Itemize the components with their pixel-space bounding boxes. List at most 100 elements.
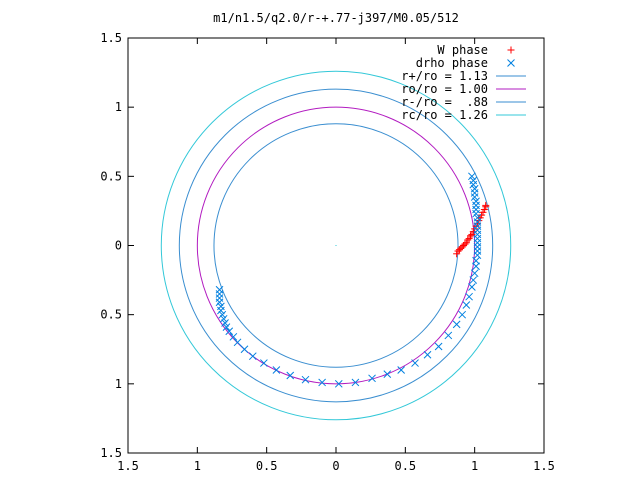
marker-stroke — [423, 350, 432, 359]
drho-phase-point — [351, 378, 360, 387]
drho-phase-point — [215, 294, 224, 302]
marker-stroke — [233, 338, 242, 347]
marker-stroke — [472, 209, 480, 218]
x-tick-label: 0.5 — [394, 459, 416, 473]
drho-phase-point — [215, 290, 224, 298]
marker-stroke — [272, 366, 281, 374]
legend-label: rc/ro = 1.26 — [401, 108, 488, 122]
circle-line — [213, 123, 459, 368]
drho-phase-point — [472, 205, 480, 214]
marker-stroke — [260, 359, 268, 367]
chart-title: m1/n1.5/q2.0/r-+.77-j397/M0.05/512 — [213, 11, 459, 25]
legend-label: r+/ro = 1.13 — [401, 69, 488, 83]
marker-stroke — [217, 302, 225, 311]
marker-stroke — [473, 251, 482, 260]
legend-marker — [507, 59, 515, 67]
legend-label: drho phase — [416, 56, 488, 70]
marker-stroke — [411, 359, 419, 367]
drho-phase-point — [472, 201, 480, 210]
drho-phase-point — [218, 310, 227, 319]
y-tick-label: 1.5 — [100, 446, 122, 460]
marker-stroke — [465, 292, 473, 301]
marker-stroke — [462, 301, 471, 309]
marker-stroke — [286, 371, 295, 380]
marker-stroke — [240, 345, 249, 354]
marker-stroke — [397, 366, 406, 374]
y-tick-label: 0.5 — [100, 308, 122, 322]
marker-stroke — [229, 332, 238, 341]
drho-phase-point — [470, 189, 479, 197]
axes: 1.5 1 0.5 0 0.5 1 1.51.510.500.511.5 — [100, 31, 555, 473]
marker-stroke — [301, 375, 310, 384]
w-phase-point — [467, 232, 475, 240]
w-phase-point — [482, 201, 490, 209]
x-tick-label: 1.5 — [533, 459, 555, 473]
drho-phase-point — [472, 256, 480, 265]
drho-phase-point — [423, 350, 432, 359]
marker-stroke — [468, 283, 476, 291]
marker-stroke — [248, 352, 257, 361]
marker-stroke — [458, 310, 467, 319]
drho-phase-point — [469, 180, 478, 189]
marker-stroke — [219, 314, 228, 323]
marker-stroke — [215, 285, 224, 294]
drho-phase-point — [219, 314, 228, 323]
marker-stroke — [334, 379, 343, 388]
x-tick-label: 1.5 — [117, 459, 139, 473]
marker-stroke — [468, 172, 476, 181]
marker-stroke — [318, 378, 326, 387]
data-series — [215, 172, 490, 388]
drho-phase-point — [301, 375, 310, 384]
marker-stroke — [452, 320, 461, 329]
marker-stroke — [470, 193, 479, 201]
marker-stroke — [351, 378, 360, 387]
marker-stroke — [225, 327, 234, 336]
drho-phase-point — [470, 193, 479, 201]
drho-phase-point — [248, 352, 257, 361]
marker-stroke — [469, 276, 478, 284]
drho-phase-point — [217, 302, 225, 311]
drho-phase-point — [468, 283, 476, 291]
drho-phase-point — [233, 338, 242, 347]
drho-phase-point — [260, 359, 268, 367]
drho-phase-point — [444, 331, 453, 340]
drho-phase-point — [272, 366, 281, 374]
marker-stroke — [383, 370, 392, 379]
marker-stroke — [221, 319, 229, 327]
drho-phase-point — [473, 251, 482, 260]
y-tick-label: 0 — [115, 239, 122, 253]
marker-stroke — [434, 342, 443, 351]
drho-phase-point — [468, 172, 476, 181]
drho-phase-point — [465, 292, 473, 301]
drho-phase-point — [229, 332, 238, 341]
reference-circles — [160, 70, 512, 421]
drho-phase-point — [452, 320, 461, 329]
marker-stroke — [222, 323, 231, 331]
drho-phase-point — [469, 276, 478, 284]
center-point — [335, 245, 337, 246]
x-tick-label: 1 — [194, 459, 201, 473]
marker-stroke — [472, 256, 480, 265]
drho-phase-point — [334, 379, 343, 388]
y-tick-label: 1.5 — [100, 31, 122, 45]
drho-phase-point — [240, 345, 249, 354]
drho-phase-point — [462, 301, 471, 309]
y-tick-label: 0.5 — [100, 169, 122, 183]
drho-phase-point — [286, 371, 295, 380]
legend-label: ro/ro = 1.00 — [401, 82, 488, 96]
drho-phase-point — [411, 359, 419, 367]
marker-stroke — [470, 269, 479, 278]
marker-stroke — [218, 310, 227, 319]
legend-label: W phase — [437, 43, 488, 57]
drho-phase-point — [215, 285, 224, 294]
circle-line — [178, 88, 494, 403]
x-tick-label: 0 — [332, 459, 339, 473]
drho-phase-point — [472, 262, 480, 271]
w-phase-point — [464, 236, 472, 244]
x-tick-label: 1 — [471, 459, 478, 473]
drho-phase-point — [383, 370, 392, 379]
marker-stroke — [469, 180, 478, 189]
legend-label: r-/ro = .88 — [401, 95, 488, 109]
drho-phase-point — [318, 378, 326, 387]
